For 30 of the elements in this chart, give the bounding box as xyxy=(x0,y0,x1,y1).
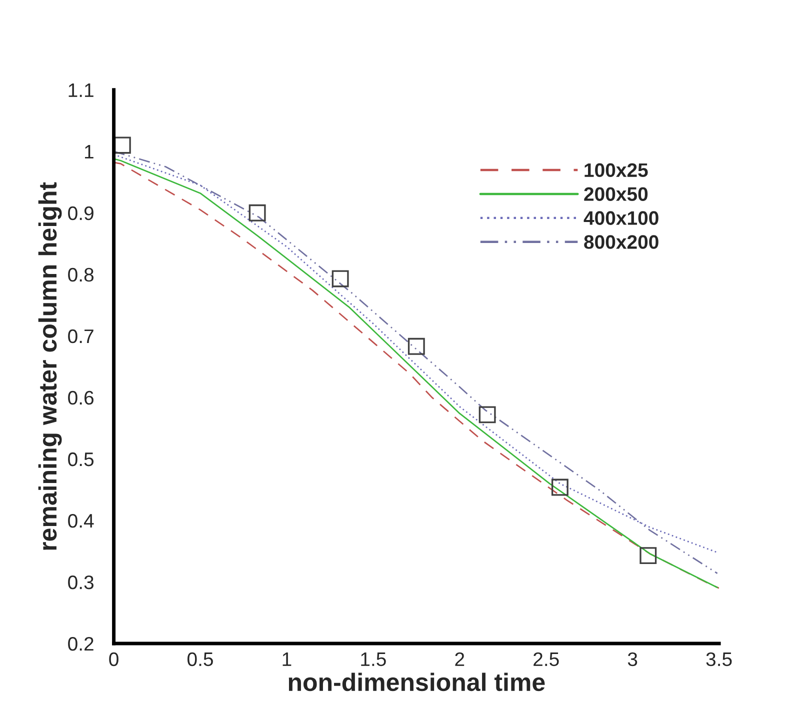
y-tick-label: 1.1 xyxy=(68,84,94,97)
x-tick-label: 0.5 xyxy=(187,652,213,666)
x-tick-label: 2 xyxy=(455,652,464,666)
y-axis-title: remaining water column height xyxy=(38,182,62,550)
y-tick-label: 0.6 xyxy=(68,390,94,405)
legend-label: 100x25 xyxy=(584,163,648,178)
y-tick-label: 0.2 xyxy=(68,636,94,651)
x-tick-label: 1.5 xyxy=(361,652,386,666)
legend-label: 800x200 xyxy=(584,235,658,249)
point xyxy=(408,338,425,355)
x-tick-label: 0 xyxy=(109,652,118,666)
point xyxy=(640,547,657,564)
y-tick-label: 0.3 xyxy=(68,575,94,590)
y-tick-label: 0.8 xyxy=(68,268,94,282)
point xyxy=(551,478,568,496)
point xyxy=(332,270,349,288)
point xyxy=(248,204,266,222)
y-tick-label: 1 xyxy=(85,145,94,158)
point xyxy=(478,406,496,424)
x-tick-label: 3.5 xyxy=(706,652,732,666)
legend-label: 400x100 xyxy=(584,211,658,225)
y-tick-label: 0.4 xyxy=(68,514,94,528)
y-tick-label: 0.9 xyxy=(68,206,94,220)
y-tick-label: 0.7 xyxy=(68,329,94,344)
x-axis-title: non-dimensional time xyxy=(288,672,545,692)
legend-label: 200x50 xyxy=(584,187,648,201)
y-tick-label: 0.5 xyxy=(68,452,94,466)
x-tick-label: 2.5 xyxy=(534,652,559,666)
x-tick-label: 1 xyxy=(282,652,292,666)
x-tick-label: 3 xyxy=(628,652,638,666)
